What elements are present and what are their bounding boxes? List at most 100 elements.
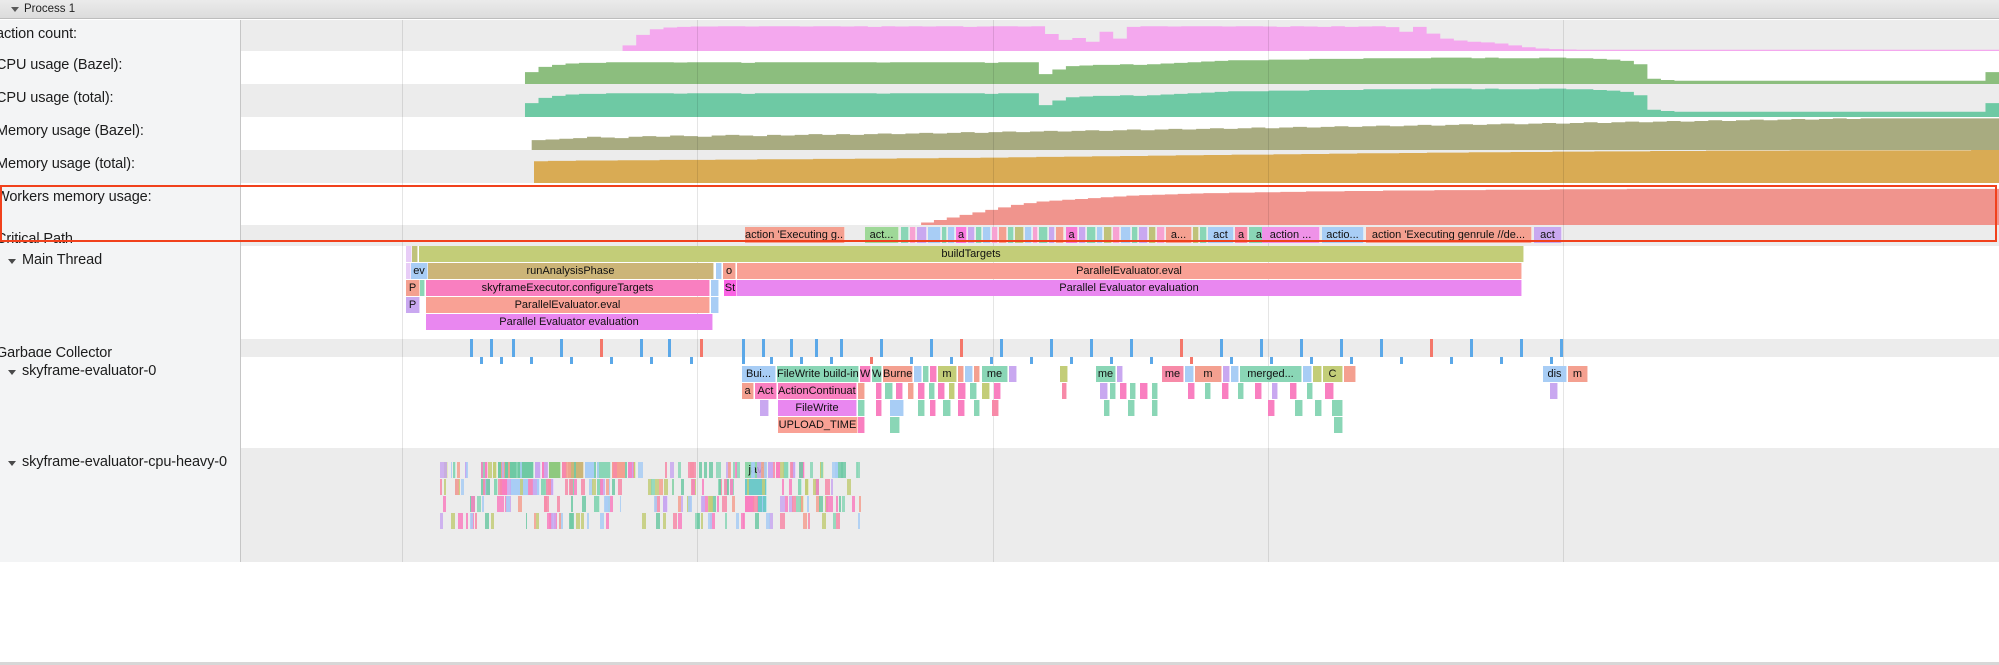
cpu-heavy-microslice[interactable] (525, 513, 528, 529)
gc-tick[interactable] (1520, 339, 1523, 357)
skyframe-eval-slice[interactable]: m (1568, 366, 1588, 382)
cpu-heavy-microslice[interactable] (656, 513, 661, 529)
skyframe-eval-slice[interactable]: me (1096, 366, 1116, 382)
cpu-heavy-microslice[interactable] (502, 462, 505, 478)
skyframe-eval-slice[interactable] (1110, 383, 1116, 399)
cpu-heavy-slice[interactable] (783, 462, 789, 478)
skyframe-eval-slice[interactable]: ActionContinuati... (778, 383, 857, 399)
critical-path-slice[interactable]: a (1066, 227, 1078, 243)
eval-tick[interactable] (1270, 357, 1273, 364)
cpu-heavy-microslice[interactable] (709, 462, 713, 478)
cpu-heavy-microslice[interactable] (465, 513, 469, 529)
track-canvas-skyframe-eval-0[interactable]: Bui...FileWrite build-info...WWBurnermme… (241, 357, 1999, 448)
cpu-heavy-microslice[interactable] (518, 496, 523, 512)
cpu-heavy-microslice[interactable] (562, 462, 568, 478)
cpu-heavy-microslice[interactable] (543, 496, 547, 512)
cpu-heavy-microslice[interactable] (701, 513, 704, 529)
skyframe-eval-slice[interactable] (918, 383, 925, 399)
skyframe-eval-slice[interactable] (994, 383, 1001, 399)
critical-path-slice[interactable] (1097, 227, 1103, 243)
skyframe-eval-slice[interactable] (1290, 383, 1297, 399)
cpu-heavy-microslice[interactable] (498, 479, 503, 495)
skyframe-eval-slice[interactable] (1231, 366, 1239, 382)
critical-path-slice[interactable]: act (1208, 227, 1234, 243)
skyframe-eval-slice[interactable] (1332, 400, 1343, 416)
cpu-heavy-microslice[interactable] (641, 513, 646, 529)
cpu-heavy-microslice[interactable] (587, 513, 589, 529)
skyframe-eval-slice[interactable] (970, 383, 977, 399)
cpu-heavy-microslice[interactable] (708, 513, 713, 529)
main-thread-slice[interactable] (412, 246, 418, 262)
cpu-heavy-microslice[interactable] (546, 479, 551, 495)
main-thread-slice[interactable]: runAnalysisPhase (428, 263, 714, 279)
track-canvas-workers-mem[interactable] (241, 183, 1999, 225)
skyframe-eval-slice[interactable] (858, 383, 865, 399)
cpu-heavy-microslice[interactable] (506, 479, 511, 495)
cpu-heavy-microslice[interactable] (755, 513, 760, 529)
cpu-heavy-microslice[interactable] (484, 479, 490, 495)
cpu-heavy-slice[interactable] (798, 479, 802, 495)
cpu-heavy-microslice[interactable] (605, 496, 611, 512)
cpu-heavy-microslice[interactable] (570, 513, 575, 529)
cpu-heavy-microslice[interactable] (659, 479, 664, 495)
skyframe-eval-slice[interactable] (974, 366, 980, 382)
skyframe-eval-slice[interactable]: FileWrite (778, 400, 857, 416)
critical-path-slice[interactable] (1121, 227, 1131, 243)
skyframe-eval-slice[interactable] (908, 383, 914, 399)
skyframe-eval-slice[interactable] (1152, 383, 1158, 399)
skyframe-eval-slice[interactable] (1117, 366, 1123, 382)
main-thread-slice[interactable]: St (724, 280, 737, 296)
eval-tick[interactable] (770, 357, 773, 364)
cpu-heavy-microslice[interactable] (596, 462, 599, 478)
cpu-heavy-microslice[interactable] (591, 479, 597, 495)
critical-path-slice[interactable] (917, 227, 927, 243)
skyframe-eval-slice[interactable]: W (872, 366, 882, 382)
skyframe-eval-slice[interactable] (890, 400, 904, 416)
critical-path-slice[interactable] (928, 227, 941, 243)
cpu-heavy-microslice[interactable] (768, 513, 774, 529)
cpu-heavy-microslice[interactable] (628, 462, 632, 478)
skyframe-eval-slice[interactable]: a (742, 383, 754, 399)
skyframe-eval-slice[interactable]: UPLOAD_TIME (778, 417, 858, 433)
eval-tick[interactable] (870, 357, 873, 364)
eval-tick[interactable] (1450, 357, 1453, 364)
cpu-heavy-microslice[interactable] (544, 462, 549, 478)
skyframe-eval-slice[interactable] (1104, 400, 1110, 416)
cpu-heavy-microslice[interactable] (547, 513, 552, 529)
cpu-heavy-microslice[interactable] (813, 479, 816, 495)
cpu-heavy-microslice[interactable] (841, 462, 846, 478)
skyframe-eval-slice[interactable] (1222, 383, 1229, 399)
cpu-heavy-microslice[interactable] (520, 479, 524, 495)
cpu-heavy-microslice[interactable] (673, 513, 677, 529)
cpu-heavy-microslice[interactable] (712, 496, 716, 512)
skyframe-eval-slice[interactable] (1272, 383, 1278, 399)
eval-tick[interactable] (1070, 357, 1073, 364)
critical-path-slice[interactable] (1139, 227, 1148, 243)
cpu-heavy-microslice[interactable] (617, 479, 622, 495)
cpu-heavy-microslice[interactable] (727, 479, 730, 495)
skyframe-eval-slice[interactable] (890, 417, 900, 433)
chevron-down-icon[interactable] (8, 259, 16, 264)
cpu-heavy-microslice[interactable] (681, 496, 683, 512)
skyframe-eval-slice[interactable] (1205, 383, 1211, 399)
cpu-heavy-microslice[interactable] (819, 496, 823, 512)
skyframe-eval-slice[interactable] (1303, 366, 1312, 382)
cpu-heavy-microslice[interactable] (735, 462, 738, 478)
critical-path-slice[interactable] (910, 227, 916, 243)
cpu-heavy-microslice[interactable] (732, 462, 736, 478)
cpu-heavy-microslice[interactable] (810, 462, 813, 478)
cpu-heavy-microslice[interactable] (450, 462, 453, 478)
eval-tick[interactable] (1400, 357, 1403, 364)
cpu-heavy-microslice[interactable] (609, 496, 614, 512)
cpu-heavy-microslice[interactable] (564, 479, 569, 495)
critical-path-slice[interactable] (992, 227, 998, 243)
cpu-heavy-microslice[interactable] (556, 496, 561, 512)
gc-tick[interactable] (1050, 339, 1053, 357)
skyframe-eval-slice[interactable]: me (982, 366, 1008, 382)
cpu-heavy-microslice[interactable] (709, 496, 714, 512)
eval-tick[interactable] (530, 357, 533, 364)
cpu-heavy-microslice[interactable] (779, 496, 785, 512)
cpu-heavy-microslice[interactable] (796, 496, 801, 512)
cpu-heavy-microslice[interactable] (476, 496, 481, 512)
cpu-heavy-microslice[interactable] (724, 479, 728, 495)
